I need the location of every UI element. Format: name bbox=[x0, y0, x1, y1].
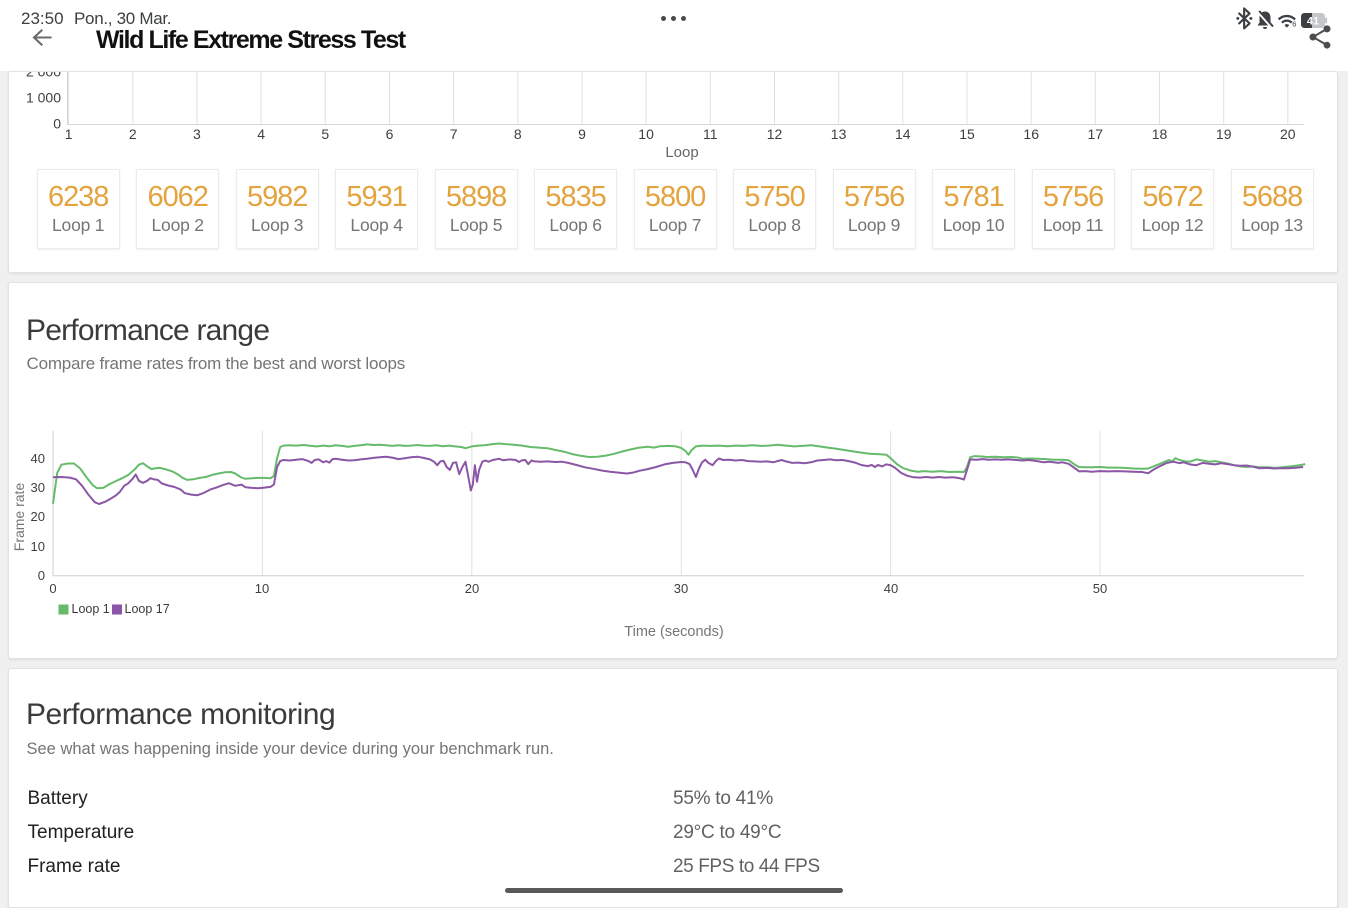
svg-text:0: 0 bbox=[38, 568, 45, 583]
svg-text:17: 17 bbox=[1088, 126, 1104, 142]
svg-text:15: 15 bbox=[959, 126, 975, 142]
svg-text:8: 8 bbox=[514, 126, 522, 142]
svg-text:50: 50 bbox=[1093, 581, 1107, 596]
svg-text:2 000: 2 000 bbox=[26, 72, 61, 80]
svg-text:Frame rate: Frame rate bbox=[11, 483, 27, 552]
svg-text:Loop 17: Loop 17 bbox=[125, 602, 170, 616]
svg-text:4: 4 bbox=[257, 126, 265, 142]
svg-text:20: 20 bbox=[31, 509, 45, 524]
svg-text:2: 2 bbox=[129, 126, 137, 142]
svg-text:6: 6 bbox=[386, 126, 394, 142]
svg-text:30: 30 bbox=[31, 480, 45, 495]
svg-text:16: 16 bbox=[1023, 126, 1039, 142]
svg-text:30: 30 bbox=[674, 581, 688, 596]
svg-text:40: 40 bbox=[884, 581, 898, 596]
svg-text:1: 1 bbox=[65, 126, 73, 142]
svg-text:11: 11 bbox=[703, 126, 718, 142]
svg-text:10: 10 bbox=[255, 581, 269, 596]
svg-text:3: 3 bbox=[193, 126, 201, 142]
svg-text:Time (seconds): Time (seconds) bbox=[624, 624, 723, 640]
svg-text:6: 6 bbox=[1292, 20, 1296, 29]
svg-text:20: 20 bbox=[465, 581, 479, 596]
svg-text:0: 0 bbox=[53, 116, 61, 132]
svg-text:Loop 1: Loop 1 bbox=[72, 602, 110, 616]
svg-text:19: 19 bbox=[1216, 126, 1232, 142]
svg-text:10: 10 bbox=[31, 539, 45, 554]
svg-text:14: 14 bbox=[895, 126, 911, 142]
svg-text:10: 10 bbox=[638, 126, 654, 142]
svg-text:40: 40 bbox=[31, 451, 45, 466]
svg-text:18: 18 bbox=[1152, 126, 1168, 142]
svg-text:41: 41 bbox=[1307, 16, 1319, 28]
svg-text:20: 20 bbox=[1280, 126, 1296, 142]
svg-text:7: 7 bbox=[450, 126, 458, 142]
svg-text:5: 5 bbox=[321, 126, 329, 142]
svg-text:13: 13 bbox=[831, 126, 847, 142]
svg-text:0: 0 bbox=[49, 581, 56, 596]
svg-text:1 000: 1 000 bbox=[26, 90, 61, 106]
svg-text:Loop: Loop bbox=[665, 144, 698, 161]
svg-text:9: 9 bbox=[578, 126, 586, 142]
svg-text:12: 12 bbox=[767, 126, 783, 142]
